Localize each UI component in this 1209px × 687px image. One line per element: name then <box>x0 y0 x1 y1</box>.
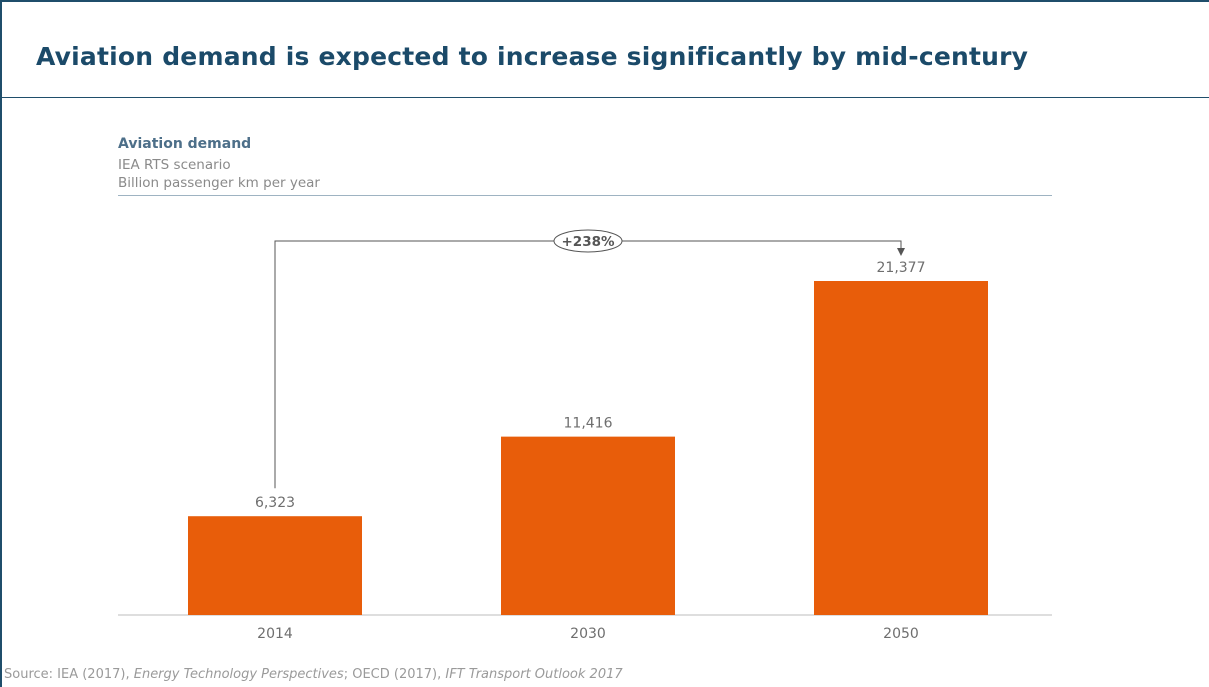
source-middle: ; OECD (2017), <box>343 667 446 682</box>
bar-2050 <box>814 281 988 615</box>
source-work-2: IFT Transport Outlook 2017 <box>445 667 623 682</box>
source-prefix: Source: IEA (2017), <box>4 667 134 682</box>
tick-label-2014: 2014 <box>257 626 293 642</box>
title-divider <box>2 97 1209 98</box>
tick-label-2030: 2030 <box>570 626 606 642</box>
bar-2030 <box>501 436 675 615</box>
source-note: Source: IEA (2017), Energy Technology Pe… <box>4 667 623 682</box>
source-work-1: Energy Technology Perspectives <box>133 667 344 682</box>
chart-subtitle-scenario: IEA RTS scenario <box>118 157 231 173</box>
tick-label-2050: 2050 <box>883 626 919 642</box>
value-label-2050: 21,377 <box>877 260 926 276</box>
value-label-2014: 6,323 <box>255 495 295 511</box>
value-label-2030: 11,416 <box>564 416 613 432</box>
growth-label: +238% <box>561 234 614 250</box>
chart-title: Aviation demand <box>118 136 252 152</box>
chart-heading-divider <box>118 195 1052 196</box>
slide-title: Aviation demand is expected to increase … <box>36 42 1029 71</box>
bar-2014 <box>188 516 362 615</box>
growth-badge <box>553 229 623 253</box>
chart-subtitle-unit: Billion passenger km per year <box>118 175 320 191</box>
